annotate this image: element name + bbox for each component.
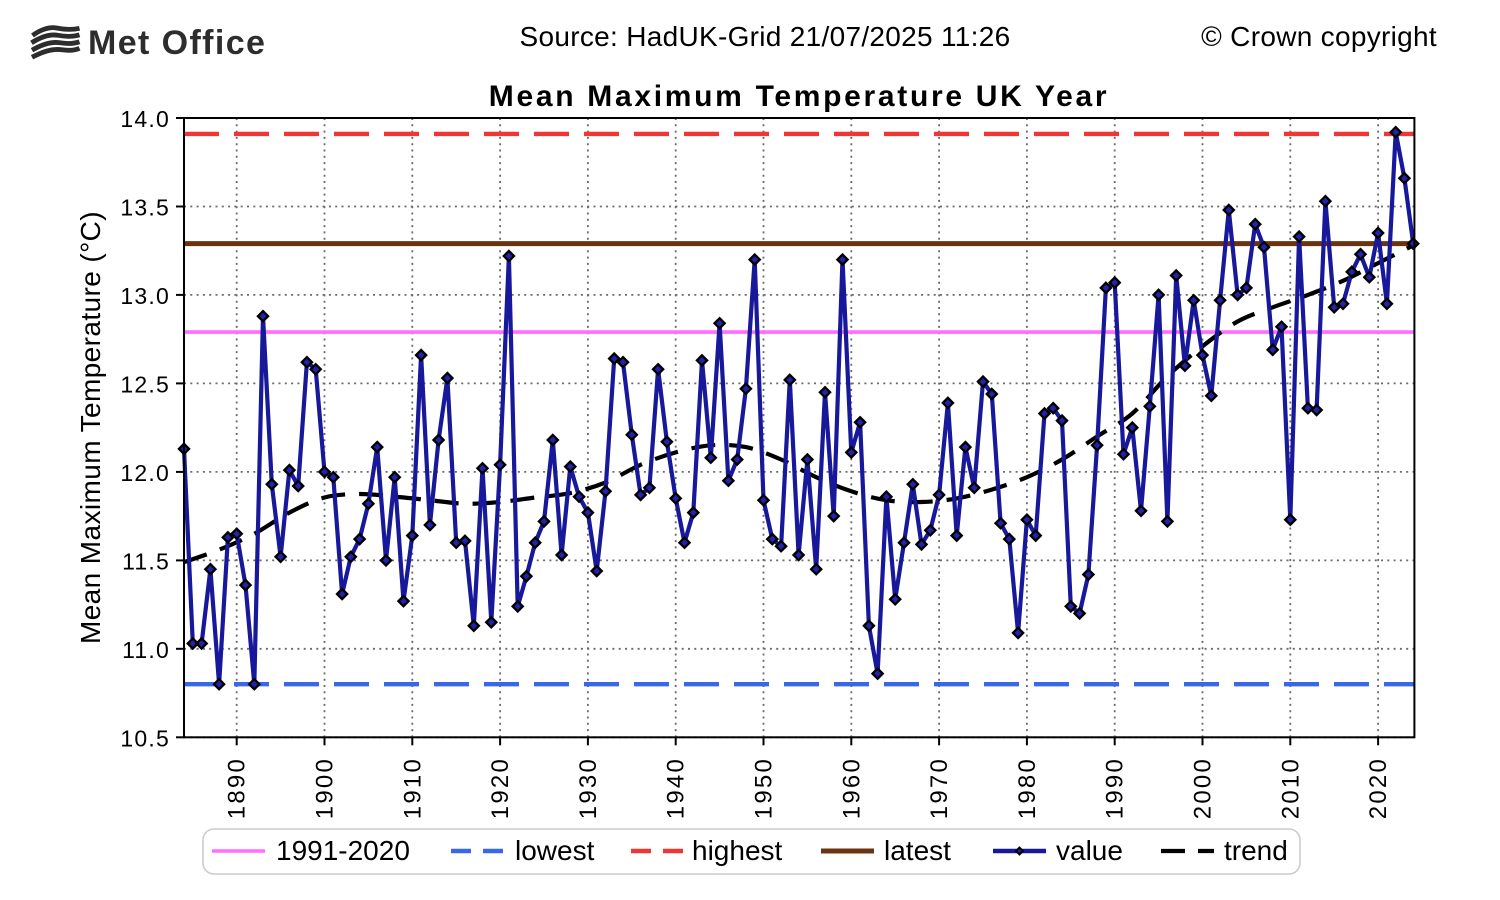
svg-text:Mean Maximum Temperature UK Ye: Mean Maximum Temperature UK Year — [489, 80, 1109, 113]
svg-text:12.0: 12.0 — [120, 460, 170, 486]
svg-text:13.5: 13.5 — [120, 195, 170, 221]
svg-text:1990: 1990 — [1102, 757, 1129, 819]
svg-text:1930: 1930 — [575, 757, 602, 819]
svg-text:Mean Maximum Temperature (°C): Mean Maximum Temperature (°C) — [75, 211, 106, 644]
svg-text:10.5: 10.5 — [120, 725, 170, 751]
svg-text:1960: 1960 — [838, 757, 865, 819]
svg-text:Met Office: Met Office — [88, 24, 266, 62]
svg-text:lowest: lowest — [515, 835, 595, 866]
svg-text:trend: trend — [1224, 835, 1288, 866]
svg-text:2020: 2020 — [1365, 757, 1392, 819]
svg-text:highest: highest — [692, 835, 783, 866]
svg-text:13.0: 13.0 — [120, 283, 170, 309]
svg-text:2010: 2010 — [1277, 757, 1304, 819]
svg-text:1950: 1950 — [751, 757, 778, 819]
svg-text:14.0: 14.0 — [120, 106, 170, 132]
svg-text:1920: 1920 — [487, 757, 514, 819]
svg-text:latest: latest — [884, 835, 951, 866]
svg-text:1900: 1900 — [312, 757, 339, 819]
svg-text:12.5: 12.5 — [120, 371, 170, 397]
svg-text:value: value — [1056, 835, 1123, 866]
svg-text:1991-2020: 1991-2020 — [276, 835, 410, 866]
svg-text:1890: 1890 — [224, 757, 251, 819]
svg-text:1970: 1970 — [926, 757, 953, 819]
svg-text:11.5: 11.5 — [122, 548, 170, 574]
svg-text:11.0: 11.0 — [122, 637, 170, 663]
svg-text:2000: 2000 — [1190, 757, 1217, 819]
svg-text:Source: HadUK-Grid 21/07/2025: Source: HadUK-Grid 21/07/2025 11:26 — [520, 21, 1011, 52]
svg-text:1910: 1910 — [399, 757, 426, 819]
svg-text:1980: 1980 — [1014, 757, 1041, 819]
svg-text:© Crown copyright: © Crown copyright — [1201, 21, 1437, 52]
svg-text:1940: 1940 — [663, 757, 690, 819]
